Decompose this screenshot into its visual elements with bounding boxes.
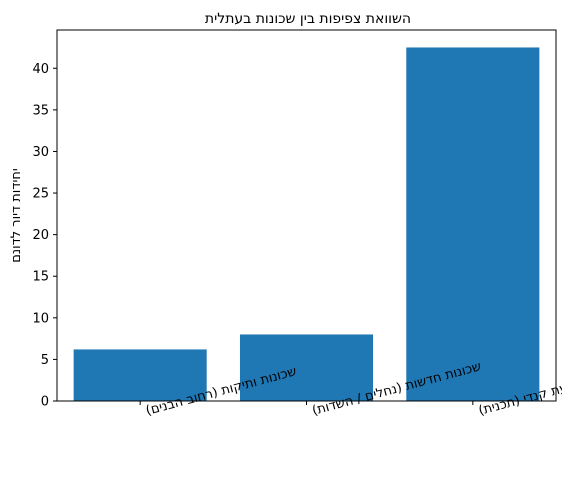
y-tick-label: 0 [41, 395, 49, 410]
y-tick-label: 10 [32, 311, 49, 326]
y-axis-label: יחידות דיור לדונם [9, 168, 24, 263]
bar [73, 349, 207, 401]
chart-title: השוואת צפיפות בין שכונות בעתלית [205, 11, 411, 27]
y-tick-label: 15 [32, 270, 49, 285]
bars-layer [73, 47, 540, 402]
y-tick-label: 5 [41, 353, 49, 368]
plot-frame [56, 29, 557, 402]
y-tick-label: 30 [32, 145, 49, 160]
y-tick-label: 20 [32, 228, 49, 243]
y-tick-label: 25 [32, 187, 49, 202]
y-tick-label: 35 [32, 103, 49, 118]
y-tick-label: 40 [32, 62, 49, 77]
bar [406, 47, 540, 402]
bar [239, 334, 374, 401]
y-axis: 0 5 10 15 20 25 30 35 40 [32, 62, 57, 410]
